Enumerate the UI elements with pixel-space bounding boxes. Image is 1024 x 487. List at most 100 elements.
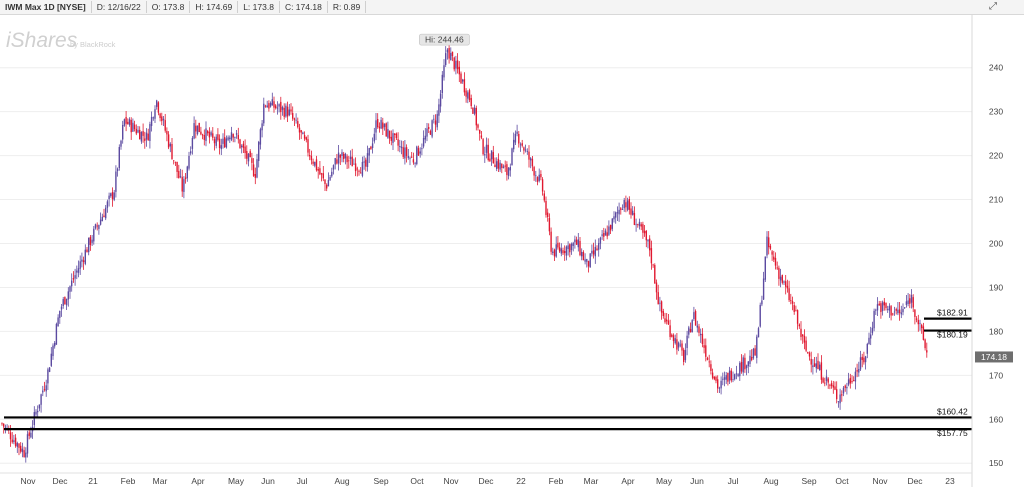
candle-body — [875, 309, 877, 311]
candle-body — [779, 276, 782, 281]
candle-body — [377, 119, 379, 128]
candle-body — [360, 172, 362, 174]
candle-body — [496, 161, 498, 169]
candle-body — [74, 275, 76, 279]
candle-body — [684, 350, 687, 361]
candle-body — [781, 275, 783, 283]
candle-body — [553, 249, 556, 257]
candle-body — [54, 342, 56, 347]
candle-body — [4, 426, 7, 428]
candle-body — [924, 339, 926, 349]
x-tick-label: Feb — [121, 476, 136, 486]
candle-body — [84, 249, 86, 264]
candle-body — [864, 356, 867, 363]
candle-body — [288, 109, 290, 116]
candle-body — [215, 136, 217, 146]
candle-body — [373, 133, 375, 142]
candle-body — [472, 107, 474, 114]
candle-body — [626, 200, 629, 210]
y-tick-label: 160 — [989, 414, 1003, 424]
y-tick-label: 200 — [989, 239, 1003, 249]
candle-body — [915, 318, 918, 320]
candle-body — [94, 224, 97, 229]
candle-body — [3, 423, 5, 427]
candle-body — [842, 387, 845, 394]
candle-body — [455, 60, 457, 69]
candle-body — [150, 116, 153, 126]
candle-body — [574, 239, 576, 243]
candle-body — [35, 411, 37, 415]
candle-body — [276, 107, 279, 109]
candle-body — [72, 278, 75, 280]
candle-body — [689, 329, 692, 333]
candle-body — [268, 103, 270, 109]
candle-body — [261, 123, 263, 131]
candle-body — [691, 320, 693, 333]
candle-body — [538, 174, 540, 181]
candle-body — [259, 129, 262, 145]
candle-body — [419, 151, 421, 154]
candle-body — [824, 382, 826, 384]
x-tick-label: Sep — [801, 476, 816, 486]
candle-body — [451, 51, 454, 57]
candle-body — [456, 60, 459, 70]
candle-body — [332, 165, 335, 170]
candle-body — [366, 153, 369, 167]
candle-body — [484, 154, 486, 156]
candle-body — [747, 361, 749, 367]
candle-body — [555, 244, 557, 257]
y-axis: 150 160 170 180 190 200 210 220 230 240 — [971, 15, 1003, 487]
candle-body — [711, 372, 714, 378]
candle-body — [43, 388, 46, 390]
candle-body — [320, 173, 323, 175]
candle-body — [431, 120, 433, 137]
x-tick-label: Sep — [373, 476, 388, 486]
candle-body — [358, 170, 360, 172]
candle-body — [836, 389, 838, 400]
candle-body — [149, 124, 151, 141]
candle-body — [470, 98, 472, 107]
candle-body — [909, 298, 911, 304]
candle-body — [105, 207, 107, 219]
candle-body — [717, 379, 719, 389]
candle-body — [756, 336, 758, 358]
candle-body — [652, 264, 654, 266]
candle-body — [881, 302, 884, 312]
candle-body — [363, 161, 365, 163]
candle-body — [232, 134, 234, 138]
candle-body — [161, 116, 163, 122]
candle-body — [273, 101, 275, 108]
candle-body — [683, 349, 685, 362]
x-tick-label: Dec — [478, 476, 494, 486]
expand-chart-icon[interactable]: ⤢ — [989, 1, 997, 12]
candle-body — [751, 356, 753, 361]
candle-body — [16, 442, 18, 447]
candle-body — [348, 160, 350, 162]
candle-body — [839, 394, 841, 404]
candle-body — [825, 376, 828, 382]
candle-body — [331, 171, 333, 177]
candle-body — [142, 131, 144, 136]
candle-body — [591, 250, 593, 254]
candle-body — [793, 305, 795, 312]
candle-body — [774, 257, 777, 266]
candle-body — [757, 328, 760, 338]
candle-body — [399, 146, 401, 148]
candle-body — [101, 216, 103, 222]
candle-body — [914, 309, 916, 317]
candle-body — [13, 440, 15, 442]
candle-body — [468, 90, 471, 100]
candle-body — [23, 450, 25, 458]
candle-body — [672, 335, 675, 342]
candle-body — [40, 394, 42, 405]
candle-body — [285, 105, 287, 117]
candle-body — [64, 297, 66, 305]
candle-body — [700, 333, 702, 336]
candle-body — [475, 107, 477, 126]
candle-body — [390, 136, 392, 141]
candle-body — [878, 303, 880, 306]
candle-body — [439, 93, 442, 107]
candle-body — [851, 380, 853, 383]
candle-body — [292, 113, 294, 119]
